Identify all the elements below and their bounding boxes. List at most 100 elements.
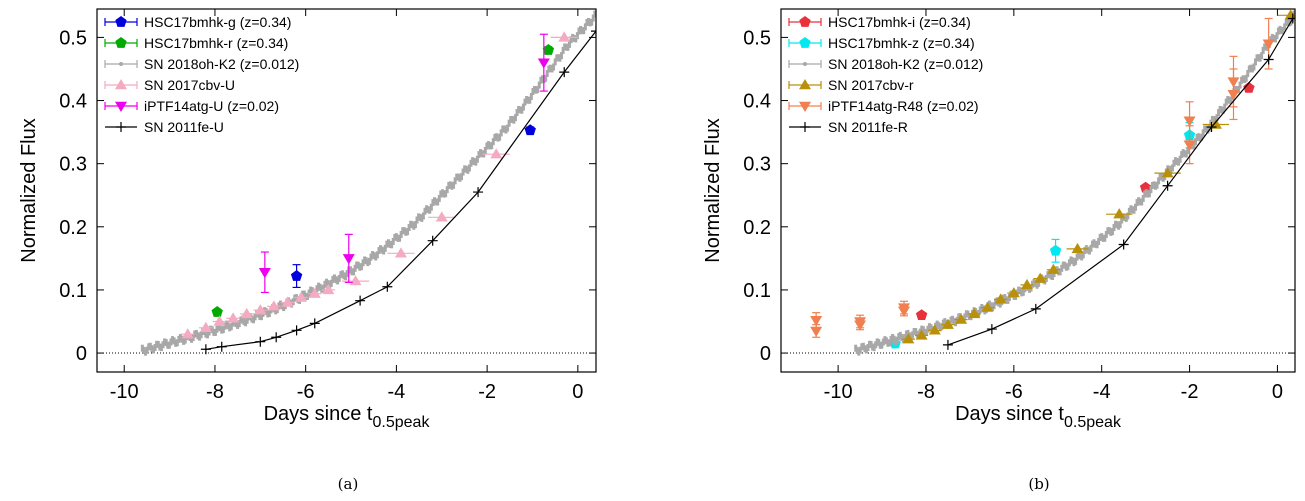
data-point (1157, 177, 1161, 185)
data-point (363, 256, 367, 264)
data-point (431, 199, 435, 207)
data-point (854, 320, 867, 331)
data-point (1220, 106, 1224, 114)
data-point (159, 344, 163, 352)
data-point (404, 228, 408, 236)
y-axis-label: Normalized Flux (18, 118, 40, 262)
x-axis-label-main: Days since t (264, 403, 373, 425)
data-point (442, 190, 446, 198)
data-point (396, 234, 400, 242)
data-point (364, 257, 368, 265)
legend-label: HSC17bmhk-r (z=0.34) (144, 35, 288, 51)
legend-marker (800, 122, 810, 132)
data-point (1066, 263, 1070, 271)
data-point (209, 325, 213, 333)
data-point (986, 324, 997, 335)
data-point (155, 340, 159, 348)
data-point (1146, 190, 1150, 198)
x-axis-label: Days since t0.5peak (264, 403, 431, 431)
data-point (204, 330, 208, 338)
data-point (1257, 54, 1261, 62)
data-point (1192, 142, 1196, 150)
data-point (509, 115, 513, 123)
data-point (588, 19, 592, 27)
data-point (1233, 85, 1237, 93)
data-point (1224, 98, 1228, 106)
data-point (291, 325, 302, 336)
data-point (163, 338, 167, 346)
data-point (156, 340, 160, 348)
data-point (875, 338, 879, 346)
data-point (1139, 181, 1152, 193)
data-point (412, 222, 416, 230)
data-point (427, 235, 438, 246)
data-point (1178, 155, 1182, 163)
data-point (348, 266, 352, 274)
data-point (423, 207, 427, 215)
data-point (964, 310, 968, 318)
data-point (385, 240, 389, 248)
data-point (1017, 286, 1021, 294)
data-point (937, 322, 941, 330)
x-tick-label: -10 (110, 381, 139, 403)
chart-panel-b: -10 -8 -6 -4 -2 0 0 0.1 0.2 0.3 0.4 0.5 HSC17bmhk-i … (702, 8, 1296, 493)
data-point (158, 343, 162, 351)
data-point (226, 322, 230, 330)
data-point (533, 85, 537, 93)
data-point (1030, 303, 1041, 314)
data-point (517, 105, 521, 113)
data-point (915, 330, 919, 338)
data-point (369, 253, 373, 261)
data-point (1229, 96, 1233, 104)
data-point (868, 340, 872, 348)
data-point (1281, 27, 1285, 35)
data-point (210, 326, 214, 334)
data-point (388, 240, 392, 248)
series-line (947, 18, 1294, 346)
data-point (1123, 213, 1127, 221)
x-axis-label: Days since t0.5peak (955, 403, 1122, 431)
data-point (531, 88, 535, 96)
data-point (1058, 268, 1062, 276)
data-point (994, 293, 1007, 304)
data-point (555, 54, 559, 62)
data-point (585, 18, 589, 26)
data-point (1143, 190, 1147, 198)
data-point (1080, 253, 1084, 261)
y-tick-label: 0.3 (743, 154, 771, 176)
data-point (221, 326, 225, 334)
data-point (572, 34, 576, 42)
y-tick-label: 0 (76, 343, 87, 365)
data-point (253, 313, 257, 321)
data-point (1132, 206, 1136, 214)
data-point (591, 26, 596, 37)
data-point (1103, 234, 1107, 242)
data-point (1047, 263, 1060, 274)
y-axis-label: Normalized Flux (702, 118, 724, 262)
data-point (1075, 253, 1079, 261)
data-point (1180, 151, 1184, 159)
data-point (563, 43, 567, 51)
data-point (1255, 54, 1259, 62)
data-point (375, 251, 379, 259)
data-point (506, 124, 510, 132)
data-point (941, 319, 945, 327)
legend-marker (115, 79, 127, 90)
data-point (864, 346, 868, 354)
y-tick-label: 0.3 (59, 154, 87, 176)
data-point (1250, 65, 1254, 73)
data-point (1101, 234, 1105, 242)
series-line (205, 30, 596, 350)
data-point (151, 346, 155, 354)
data-point (1094, 240, 1098, 248)
data-point (1193, 138, 1197, 146)
data-point (1114, 220, 1118, 228)
data-point (1072, 259, 1076, 267)
data-point (915, 329, 928, 340)
data-point (1241, 75, 1245, 83)
data-point (564, 43, 568, 51)
data-point (886, 339, 890, 347)
data-point (379, 245, 383, 253)
data-point (582, 27, 586, 35)
data-point (355, 295, 366, 306)
